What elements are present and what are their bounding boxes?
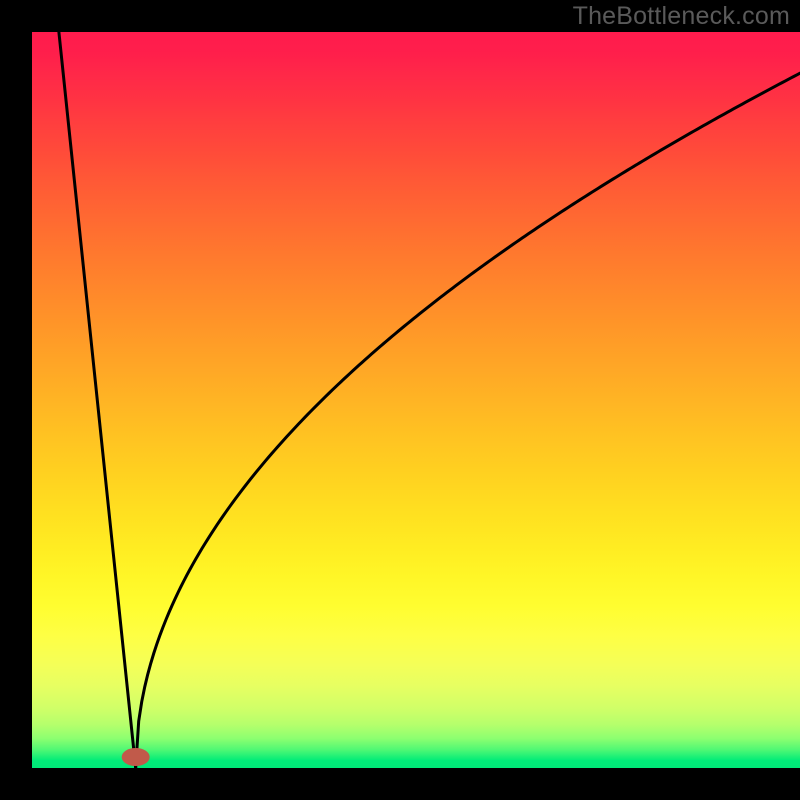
watermark-text: TheBottleneck.com	[573, 2, 790, 31]
curve-left	[59, 32, 136, 768]
plot-svg	[0, 0, 800, 800]
bottleneck-marker	[122, 748, 150, 766]
chart-container: TheBottleneck.com	[0, 0, 800, 800]
curve-right	[136, 73, 800, 768]
